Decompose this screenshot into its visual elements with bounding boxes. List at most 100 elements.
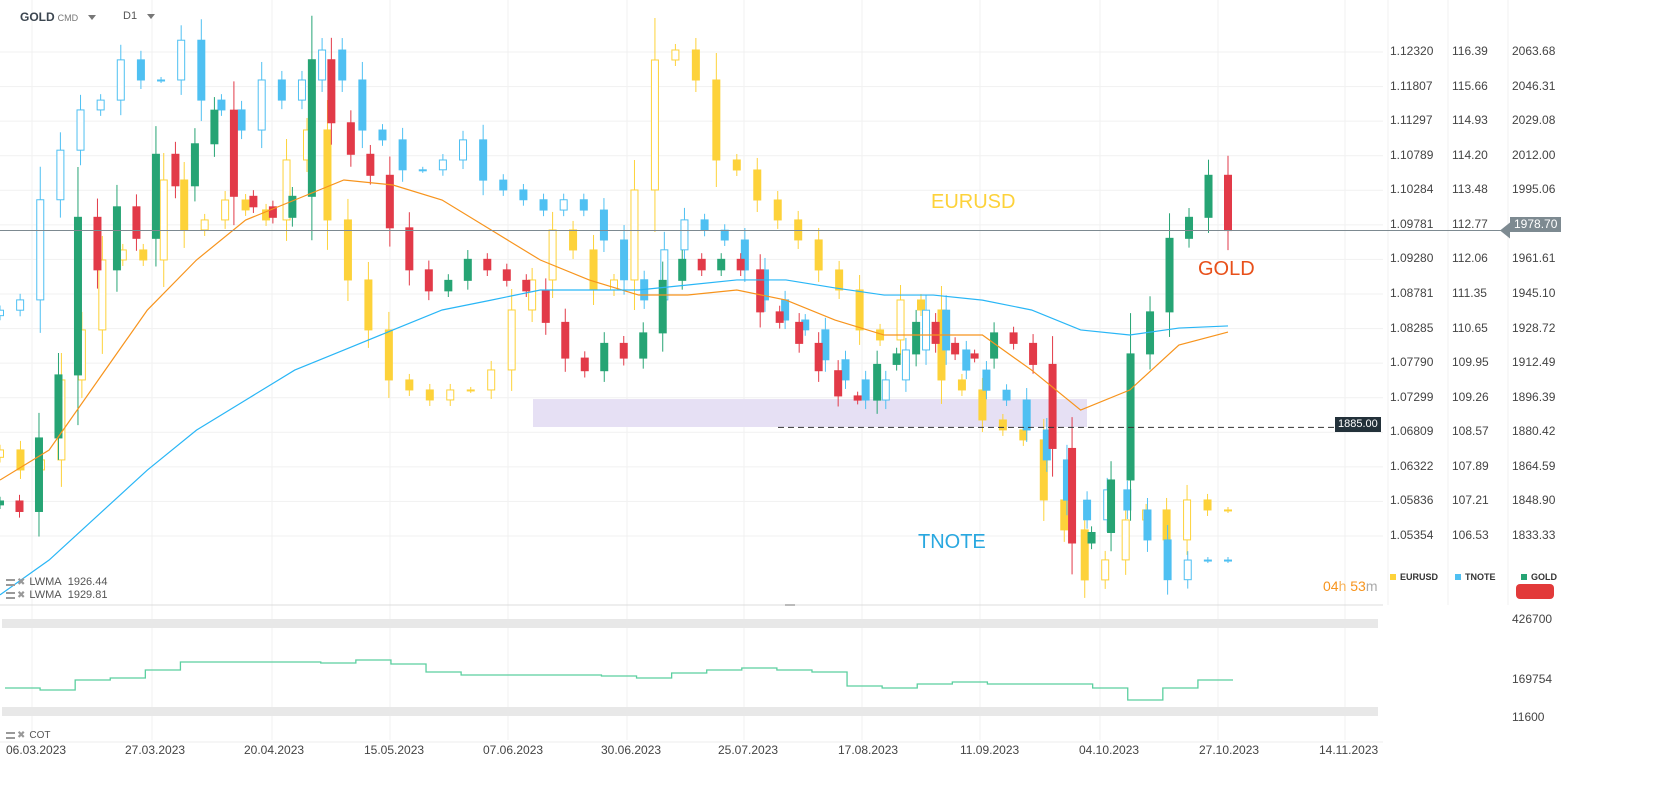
tnote-candle [599, 209, 608, 241]
current-price-tag: 1978.70 [1510, 217, 1562, 232]
gold-candle [580, 357, 589, 372]
eurusd-candle [528, 279, 537, 311]
tnote-candle [56, 149, 65, 201]
eurusd-candle [650, 59, 659, 191]
gold-candle [54, 374, 63, 439]
gold-candle [1048, 363, 1057, 449]
eurusd-candle [671, 49, 680, 61]
tnote-candle [438, 159, 447, 171]
gold-candle [346, 122, 355, 155]
gold-candle [619, 342, 628, 359]
time-axis-tick: 30.06.2023 [601, 743, 662, 757]
eurusd-axis-tick: 1.05836 [1390, 493, 1434, 508]
gold-candle [1165, 237, 1174, 313]
settings-icon[interactable] [6, 578, 15, 586]
close-icon[interactable]: ✖ [17, 730, 26, 741]
indicator-value: 1926.44 [67, 576, 108, 588]
gold-axis-tick: 1945.10 [1512, 286, 1556, 300]
time-axis-tick: 11.09.2023 [960, 743, 1020, 757]
gold-candle [1029, 342, 1038, 365]
gold-axis-tick: 1864.59 [1512, 458, 1556, 473]
tnote-candle [157, 79, 166, 82]
eurusd-candle [1121, 519, 1130, 561]
gold-candle [892, 353, 901, 365]
gold-candle [34, 437, 43, 512]
time-axis-tick: 15.05.2023 [364, 743, 425, 757]
tnote-axis-tick: 112.77 [1452, 216, 1488, 231]
gold-candle [112, 206, 121, 271]
eurusd-candle [139, 249, 148, 261]
legend-tnote[interactable]: TNOTE [1455, 572, 1496, 582]
gold-candle [1087, 531, 1096, 544]
time-axis-tick: 07.06.2023 [483, 743, 544, 757]
annotation-eurusd: EURUSD [931, 191, 1016, 213]
eurusd-candle [732, 159, 741, 171]
eurusd-axis-tick: 1.08285 [1390, 320, 1434, 335]
eurusd-candle [507, 309, 516, 371]
eurusd-candle [487, 369, 496, 391]
tnote-candle [922, 309, 931, 351]
gold-candle [93, 216, 102, 271]
gold-candle [736, 258, 745, 271]
eurusd-axis-tick: 1.09280 [1390, 251, 1434, 266]
eurusd-axis-tick: 1.11807 [1390, 78, 1433, 93]
gold-candle [0, 500, 4, 506]
tnote-candle [700, 219, 709, 231]
tnote-candle [1083, 499, 1092, 521]
eurusd-candle [1101, 559, 1110, 581]
tnote-candle [1123, 489, 1132, 511]
remove-comparison-button[interactable] [1516, 584, 1554, 599]
settings-icon[interactable] [6, 731, 15, 739]
gold-candle [834, 370, 843, 397]
gold-candle [171, 153, 180, 187]
tnote-candle [378, 129, 387, 141]
gold-candle [970, 353, 979, 359]
symbol-name: GOLD [20, 10, 55, 24]
tnote-candle [177, 39, 186, 81]
tnote-candle [841, 359, 850, 381]
gold-axis-tick: 2012.00 [1512, 147, 1556, 162]
lwma-fast-line [0, 179, 1229, 481]
gold-candle [600, 342, 609, 372]
indicator-cot[interactable]: ✖ COT [6, 730, 51, 741]
legend-gold[interactable]: GOLD [1521, 572, 1557, 582]
time-axis-tick: 04.10.2023 [1079, 743, 1140, 757]
close-icon[interactable]: ✖ [17, 577, 26, 588]
gold-candle [268, 206, 277, 218]
gold-candle [1126, 353, 1135, 481]
gold-candle [424, 269, 433, 292]
eurusd-axis-tick: 1.11297 [1390, 113, 1433, 128]
tnote-candle [1002, 389, 1011, 401]
time-axis-tick: 06.03.2023 [6, 743, 67, 757]
indicator-lwma-1[interactable]: ✖ LWMA 1926.44 [6, 576, 107, 588]
symbol-selector[interactable]: GOLD CMD [20, 10, 97, 24]
eurusd-candle [323, 129, 332, 221]
timeframe-selector[interactable]: D1 [123, 10, 156, 22]
tnote-candle [398, 139, 407, 171]
tnote-axis-tick: 107.89 [1452, 458, 1489, 473]
eurusd-candle [814, 239, 823, 271]
time-axis-tick: 20.04.2023 [244, 743, 305, 757]
gold-candle [522, 279, 531, 292]
settings-icon[interactable] [6, 591, 15, 599]
gold-candle [73, 216, 82, 376]
legend-eurusd[interactable]: EURUSD [1390, 572, 1438, 582]
eurusd-candle [589, 249, 598, 291]
cot-axis-tick: 169754 [1512, 672, 1553, 686]
close-icon[interactable]: ✖ [17, 590, 26, 601]
gold-candle [1068, 447, 1077, 544]
tnote-axis-tick: 115.66 [1452, 78, 1488, 93]
gold-candle [658, 279, 667, 334]
eurusd-candle [957, 379, 966, 391]
gold-candle [483, 258, 492, 271]
eurusd-candle [896, 299, 905, 341]
indicator-lwma-2[interactable]: ✖ LWMA 1929.81 [6, 589, 107, 601]
indicator-name: LWMA [29, 589, 62, 601]
eurusd-candle [0, 449, 4, 458]
tnote-candle [217, 99, 226, 111]
tnote-candle [1163, 539, 1172, 581]
tnote-candle [318, 49, 327, 81]
gold-candle [814, 342, 823, 372]
eurusd-candle [343, 219, 352, 281]
